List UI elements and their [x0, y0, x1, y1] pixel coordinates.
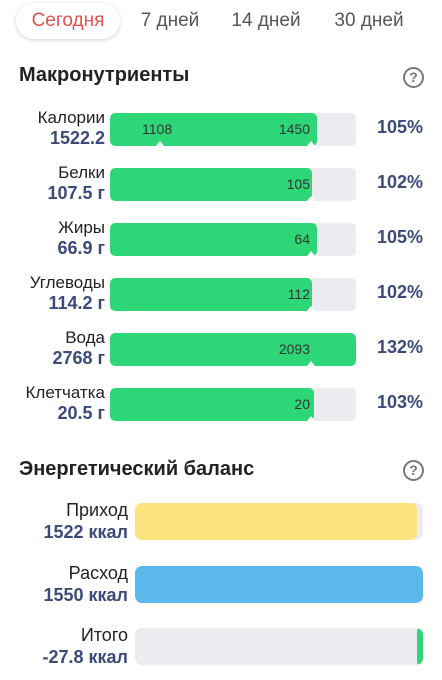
- macro-percent: 132%: [376, 337, 423, 357]
- target-marker: [307, 361, 315, 366]
- macro-row: Белки 107.5 г 105 102%: [0, 163, 442, 213]
- target-label: 105: [286, 176, 310, 192]
- target-marker: [307, 251, 315, 256]
- tab-30-days[interactable]: 30 дней: [334, 10, 404, 31]
- macro-progress-bar: 105: [110, 168, 356, 201]
- macro-progress-bar: 2093: [110, 333, 356, 366]
- energy-name: Итого: [80, 625, 128, 645]
- target-marker: [307, 196, 315, 201]
- macro-progress-fill: [110, 168, 312, 201]
- tab-14-days[interactable]: 14 дней: [231, 10, 301, 31]
- macro-percent: 105%: [376, 227, 423, 247]
- macro-value: 1522.2: [49, 128, 105, 148]
- target-marker: [307, 416, 315, 421]
- macro-progress-bar: 64: [110, 223, 356, 256]
- question-circle-icon[interactable]: ?: [403, 460, 424, 481]
- energy-balance-title: Энергетический баланс: [19, 458, 255, 480]
- macro-percent: 105%: [376, 117, 423, 137]
- macro-progress-fill: [110, 113, 317, 146]
- energy-bar: [135, 503, 423, 540]
- target-label: 112: [287, 286, 310, 302]
- energy-value: 1550 ккал: [43, 585, 128, 605]
- target-label: 20: [294, 396, 310, 412]
- macro-row: Жиры 66.9 г 64 105%: [0, 218, 442, 268]
- question-circle-icon[interactable]: ?: [403, 67, 424, 88]
- energy-bar: [135, 628, 423, 665]
- energy-bar: [135, 566, 423, 603]
- energy-name: Расход: [68, 563, 128, 583]
- macro-name: Белки: [58, 163, 105, 182]
- macro-value: 114.2 г: [48, 293, 105, 313]
- macro-name: Жиры: [58, 218, 105, 237]
- macro-percent: 102%: [376, 282, 423, 302]
- macro-row: Вода 2768 г 2093 132%: [0, 328, 442, 378]
- energy-bar-fill: [417, 628, 423, 665]
- energy-bar-fill: [135, 503, 417, 540]
- energy-row: Приход 1522 ккал: [0, 500, 442, 550]
- macro-value: 2768 г: [52, 348, 105, 368]
- minimum-marker: [156, 141, 164, 146]
- macro-row: Клетчатка 20.5 г 20 103%: [0, 383, 442, 433]
- target-marker: [307, 141, 315, 146]
- macro-name: Углеводы: [29, 273, 105, 292]
- macro-value: 20.5 г: [57, 403, 105, 423]
- minimum-label: 1108: [142, 121, 173, 137]
- macro-value: 107.5 г: [47, 183, 105, 203]
- energy-bar-fill: [135, 566, 423, 603]
- macro-progress-bar: 1108 1450: [110, 113, 356, 146]
- macro-percent: 103%: [376, 392, 423, 412]
- macro-progress-fill: [110, 388, 314, 421]
- macro-progress-bar: 20: [110, 388, 356, 421]
- energy-row: Итого -27.8 ккал: [0, 625, 442, 675]
- macro-row: Углеводы 114.2 г 112 102%: [0, 273, 442, 323]
- macro-progress-fill: [110, 278, 312, 311]
- macro-row: Калории 1522.2 1108 1450 105%: [0, 108, 442, 158]
- tab-today[interactable]: Сегодня: [16, 3, 120, 39]
- target-label: 2093: [278, 341, 310, 357]
- macro-name: Вода: [65, 328, 105, 347]
- macro-progress-fill: [110, 333, 356, 366]
- period-tabs: Сегодня 7 дней 14 дней 30 дней: [0, 3, 442, 41]
- energy-value: 1522 ккал: [43, 522, 128, 542]
- macro-progress-bar: 112: [110, 278, 356, 311]
- energy-value: -27.8 ккал: [42, 647, 129, 667]
- macro-name: Клетчатка: [25, 383, 106, 402]
- macronutrients-title: Макронутриенты: [19, 64, 190, 86]
- macro-value: 66.9 г: [57, 238, 105, 258]
- macro-progress-fill: [110, 223, 317, 256]
- target-label: 64: [294, 231, 310, 247]
- target-marker: [307, 306, 315, 311]
- energy-row: Расход 1550 ккал: [0, 563, 442, 613]
- energy-name: Приход: [66, 500, 128, 520]
- macro-percent: 102%: [376, 172, 423, 192]
- target-label: 1450: [278, 121, 310, 137]
- macro-name: Калории: [37, 108, 105, 127]
- tab-7-days[interactable]: 7 дней: [140, 10, 200, 31]
